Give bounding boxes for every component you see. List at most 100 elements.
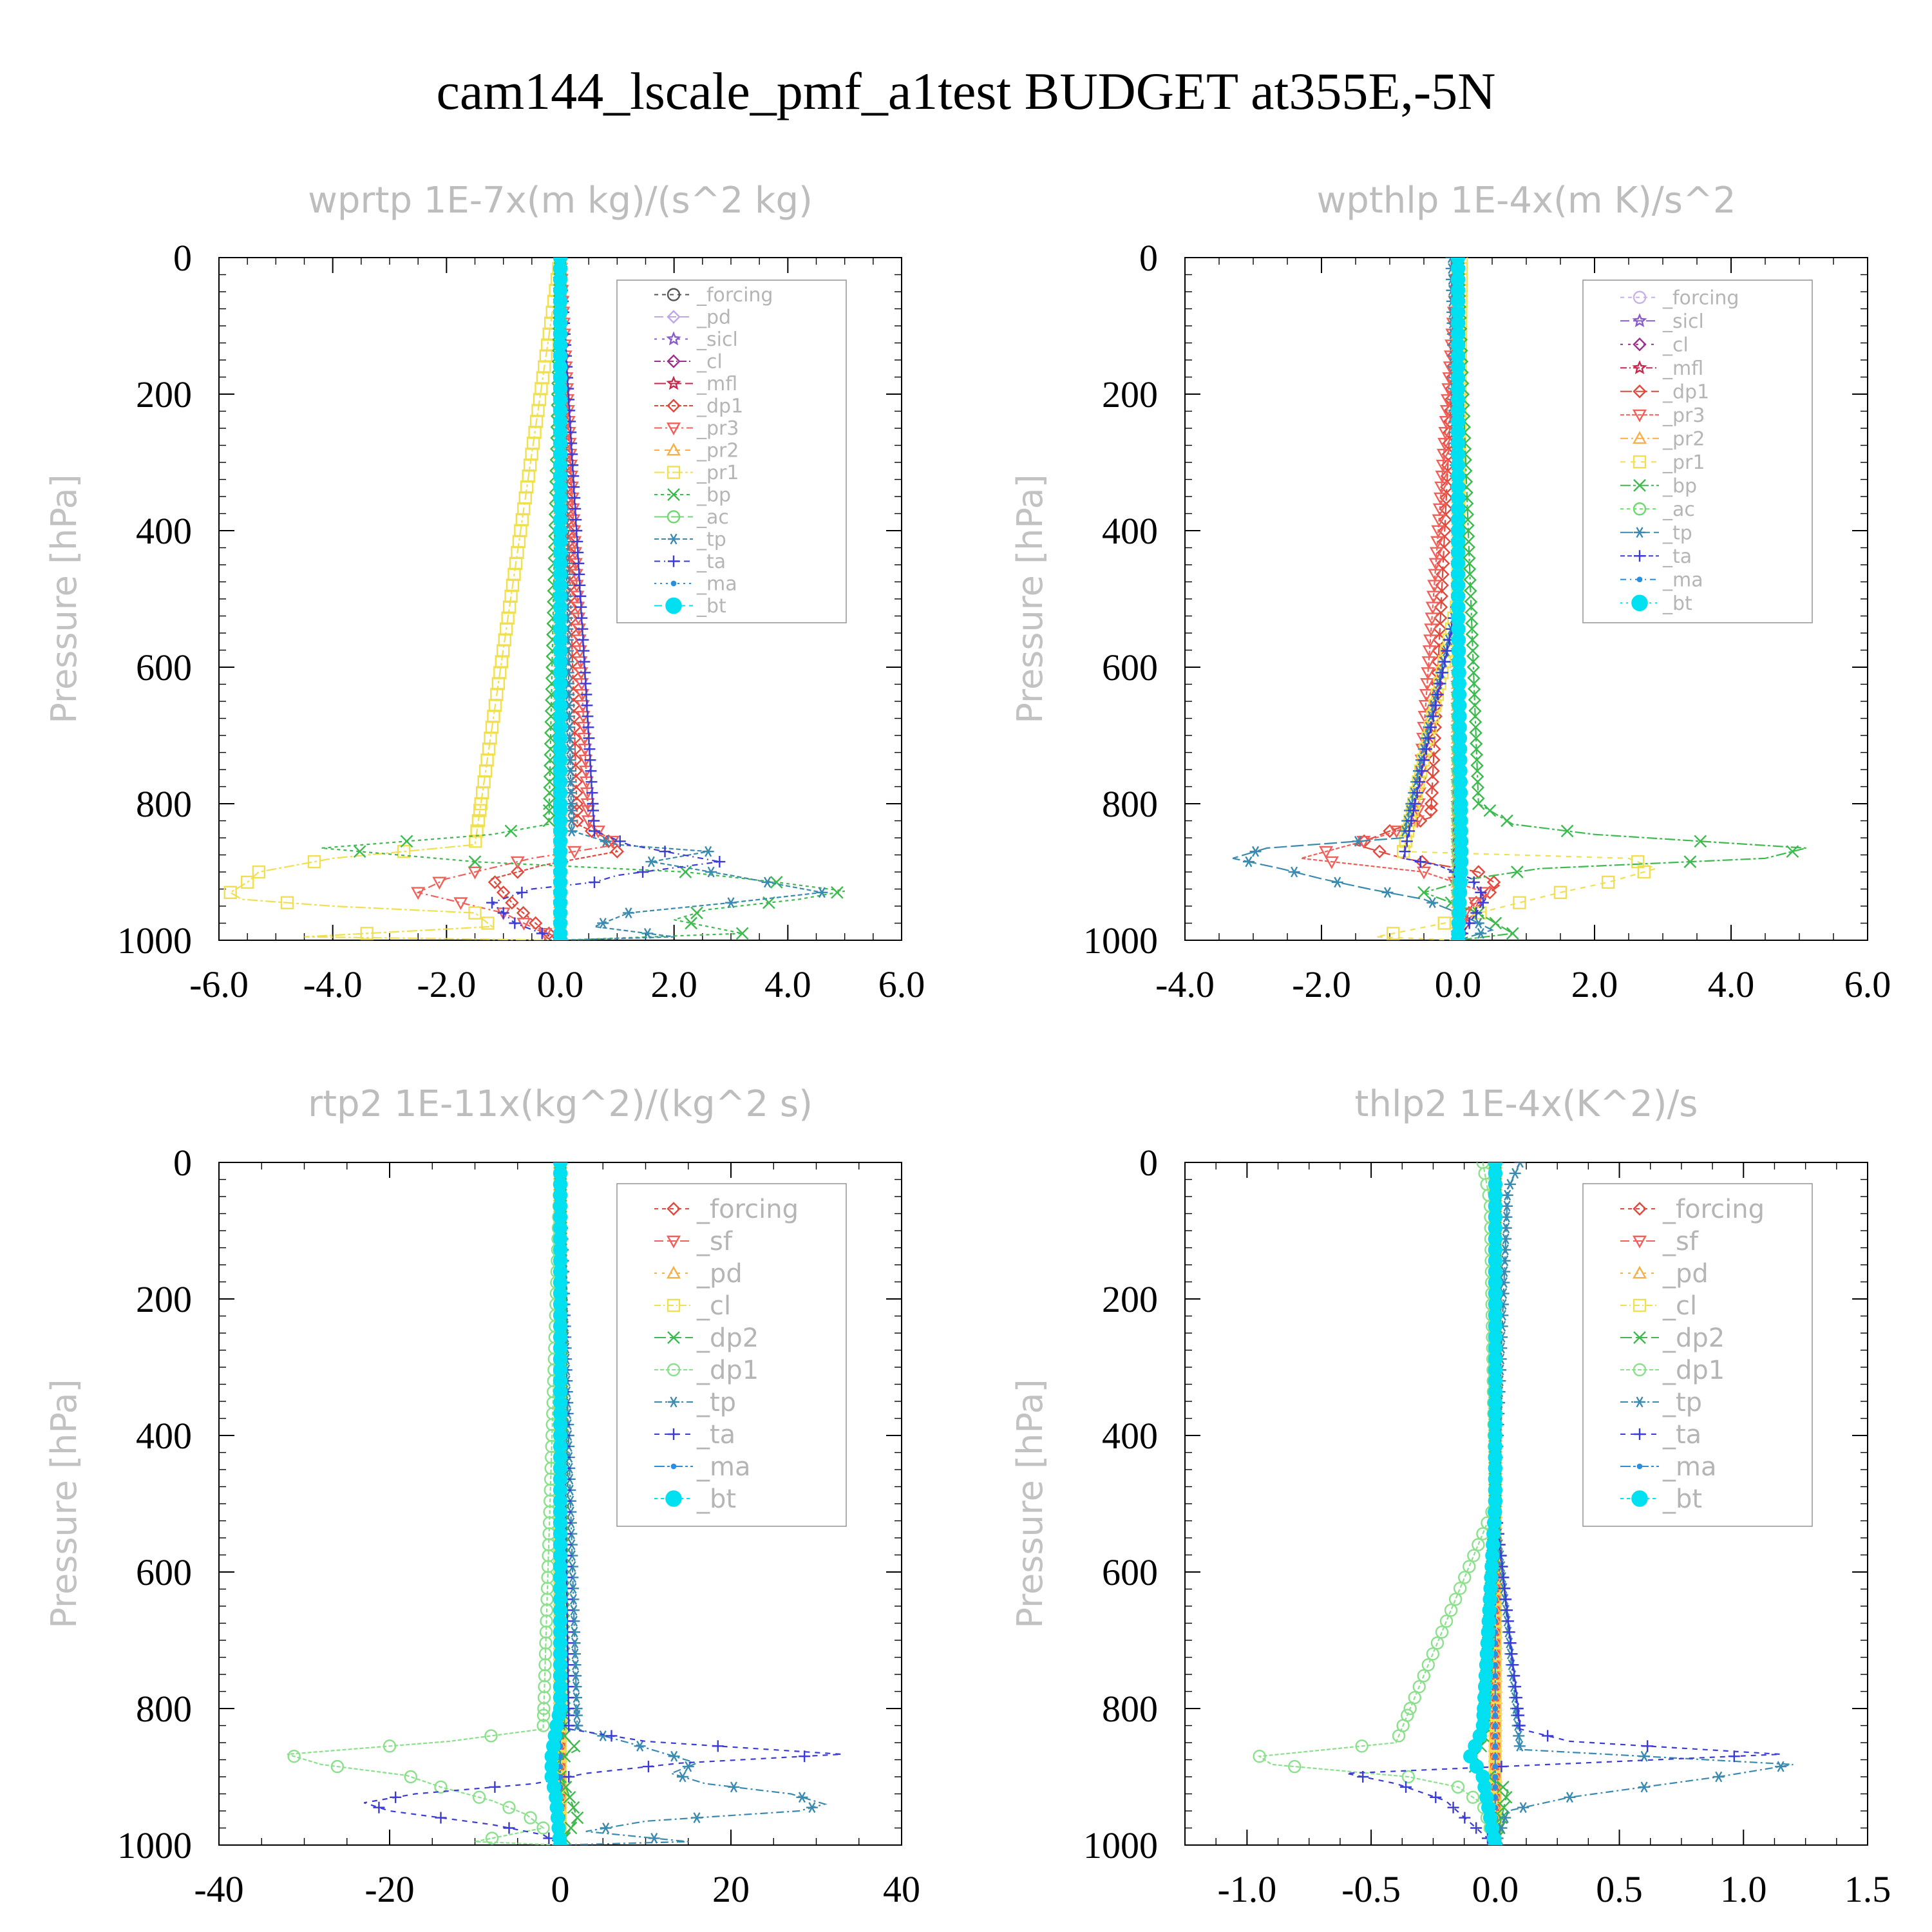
data-point [553,813,568,828]
legend-entry: _forcing [654,284,773,307]
legend-label: _sf [1662,1227,1699,1256]
data-point [553,895,568,910]
data-point [1450,523,1466,538]
data-point [1506,927,1519,940]
legend-label: _sf [696,1227,733,1256]
data-point [1439,656,1451,668]
data-point [468,866,482,880]
data-point [1418,754,1430,766]
data-point [1513,1709,1525,1721]
data-point [502,1801,516,1814]
data-point [1466,1790,1480,1804]
y-tick-label: 600 [1102,647,1158,688]
data-point [553,1166,568,1181]
data-point [511,865,525,879]
x-tick-label: 6.0 [878,963,925,1005]
legend-marker [1633,337,1647,352]
data-point [816,887,828,898]
data-point [1414,776,1426,788]
data-point [567,470,580,482]
data-point [1468,688,1481,701]
data-point [553,803,568,818]
data-point [1601,875,1615,889]
data-point [1472,786,1485,799]
data-point [1453,875,1468,890]
x-tick-label: -4.0 [303,963,363,1005]
data-point [1453,763,1468,779]
data-point [1481,1614,1496,1629]
data-point [580,677,592,690]
data-point [553,1526,568,1541]
data-point [397,844,411,858]
x-tick-label: 6.0 [1844,963,1891,1005]
data-point [553,337,568,352]
data-point [1420,743,1432,755]
data-point [571,1811,584,1824]
data-point [1450,447,1466,462]
data-point [1432,503,1447,516]
y-tick-label: 600 [136,647,192,688]
data-point [1513,896,1526,909]
data-point [1478,1668,1493,1683]
data-point [471,814,486,828]
legend-label: _pr2 [696,440,739,462]
data-point [580,688,592,701]
legend-entry: _ma [654,573,737,596]
data-point [553,774,568,790]
data-point [1451,1780,1465,1794]
data-point [1502,1615,1514,1627]
data-point [1437,916,1452,930]
data-point [1447,1801,1459,1814]
legend-entry: _sicl [654,328,738,351]
legend: _forcing _sf _pd_cl_dp2 _dp1 _tp _ta_ma_bt [616,1183,847,1527]
data-point [1450,337,1466,352]
data-point [553,1297,568,1312]
legend-label: _cl [696,351,723,374]
plot-area [1253,1162,1794,1845]
data-point [1488,1439,1503,1454]
data-point [553,523,568,538]
data-point [1488,1384,1503,1399]
x-tick-label: 2.0 [1571,963,1618,1005]
data-point [1480,1636,1495,1651]
data-point [280,896,294,909]
legend-label: _tp [1662,522,1692,544]
data-point [1451,632,1466,647]
data-point [553,272,568,287]
data-point [1451,611,1466,625]
legend-entry: _cl [654,351,723,374]
data-point [761,876,773,888]
data-point [553,864,568,880]
legend-label: _pr2 [1662,428,1705,450]
data-point [553,1636,568,1651]
legend-marker [666,422,681,435]
data-point [529,916,543,931]
data-point [486,896,498,909]
data-point [1468,876,1480,888]
data-point [553,1330,568,1345]
x-tick-label: -0.5 [1341,1868,1401,1910]
data-point [1450,436,1466,451]
legend-label: _ta [696,551,726,573]
data-point [642,1761,654,1773]
data-point [553,447,568,462]
y-tick-label: 1000 [117,1824,192,1866]
data-point [553,370,568,385]
legend-marker [1633,455,1647,469]
y-axis-label: Pressure [hPa] [1010,474,1050,723]
data-point [1450,556,1466,571]
series-bt [553,258,568,940]
data-point [1513,1740,1526,1752]
data-point [553,1198,568,1214]
data-point [567,459,579,471]
data-point [567,846,582,859]
legend-label: _dp2 [696,1323,759,1353]
data-point [553,425,568,440]
data-point [1642,1740,1654,1752]
data-point [702,846,714,857]
data-point [1422,645,1437,659]
data-point [1501,1604,1513,1616]
data-point [1444,1604,1458,1617]
legend-label: _bt [696,1484,736,1514]
